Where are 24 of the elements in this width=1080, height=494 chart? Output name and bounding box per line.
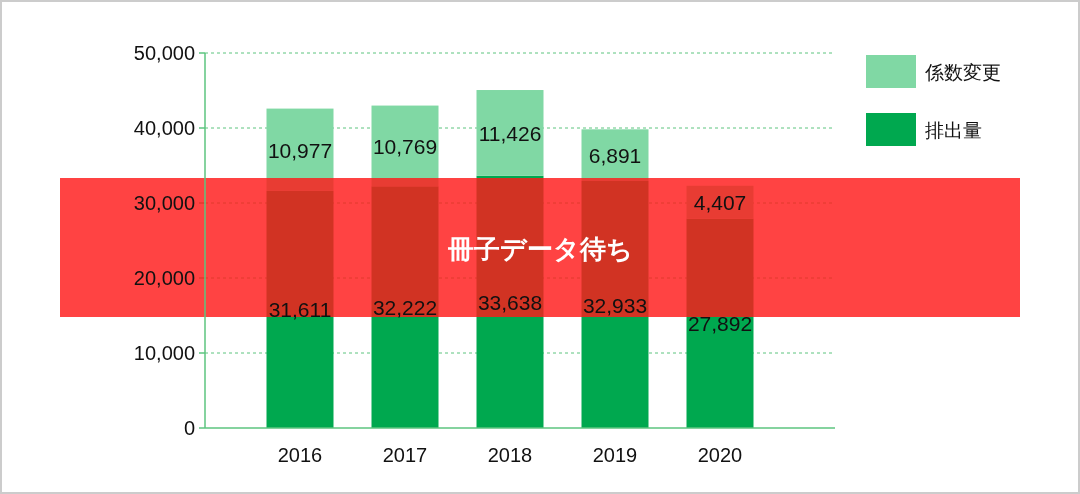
annotation: 冊子データ待ち bbox=[446, 234, 633, 264]
x-tick-label: 2019 bbox=[592, 444, 638, 466]
data-label: 27,892 bbox=[687, 312, 753, 336]
data-label: 4,407 bbox=[693, 191, 747, 215]
x-tick-label: 2016 bbox=[277, 444, 323, 466]
legend-label: 係数変更 bbox=[924, 62, 1001, 83]
data-label: 33,638 bbox=[477, 290, 543, 314]
x-tick-label: 2017 bbox=[382, 444, 428, 466]
x-tick-label: 2018 bbox=[487, 444, 533, 466]
data-label: 6,891 bbox=[588, 144, 642, 168]
y-tick-label: 50,000 bbox=[133, 42, 195, 64]
y-tick-label: 30,000 bbox=[133, 192, 195, 214]
y-tick-label: 10,000 bbox=[133, 342, 195, 364]
y-tick-label: 40,000 bbox=[133, 117, 195, 139]
x-tick-label: 2020 bbox=[697, 444, 743, 466]
legend-label: 排出量 bbox=[925, 120, 982, 141]
data-label: 32,222 bbox=[372, 296, 438, 320]
y-tick-label: 0 bbox=[183, 417, 195, 439]
data-label: 10,769 bbox=[372, 134, 438, 158]
data-label: 10,977 bbox=[267, 138, 333, 162]
data-label: 32,933 bbox=[582, 293, 648, 317]
y-tick-label: 20,000 bbox=[133, 267, 195, 289]
data-label: 31,611 bbox=[268, 298, 332, 322]
data-label: 11,426 bbox=[478, 121, 542, 145]
